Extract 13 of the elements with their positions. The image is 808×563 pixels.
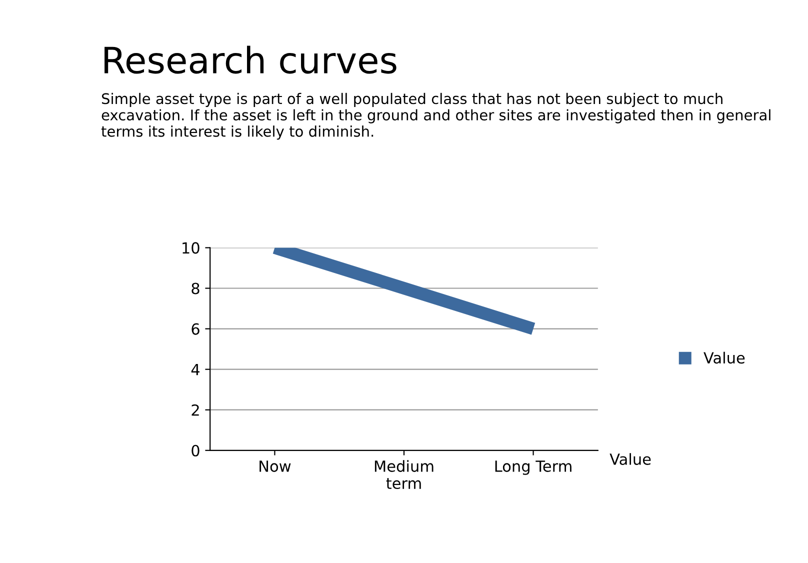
x-tick-label: Medium term [374, 460, 434, 490]
legend-label: Value [704, 352, 745, 364]
y-tick-label: 0 [192, 444, 200, 456]
text: Value [610, 453, 651, 465]
y-tick-label: 10 [182, 242, 200, 254]
y-tick-label: 6 [192, 323, 200, 335]
x-tick-label: Long Term [495, 460, 572, 475]
y-tick-label: 2 [192, 404, 199, 416]
y-tick-label: 4 [191, 364, 200, 376]
y-tick-label: 8 [192, 282, 200, 294]
chart-subtitle: Simple asset type is part of a well populated class that has not been subject to much excavation. If the asset is left in the ground and other sites are investigated then in general terms its interest is likely to diminish. [101, 92, 770, 140]
chart-title: Research curves [104, 46, 396, 74]
x-tick-label: Now [260, 460, 291, 472]
